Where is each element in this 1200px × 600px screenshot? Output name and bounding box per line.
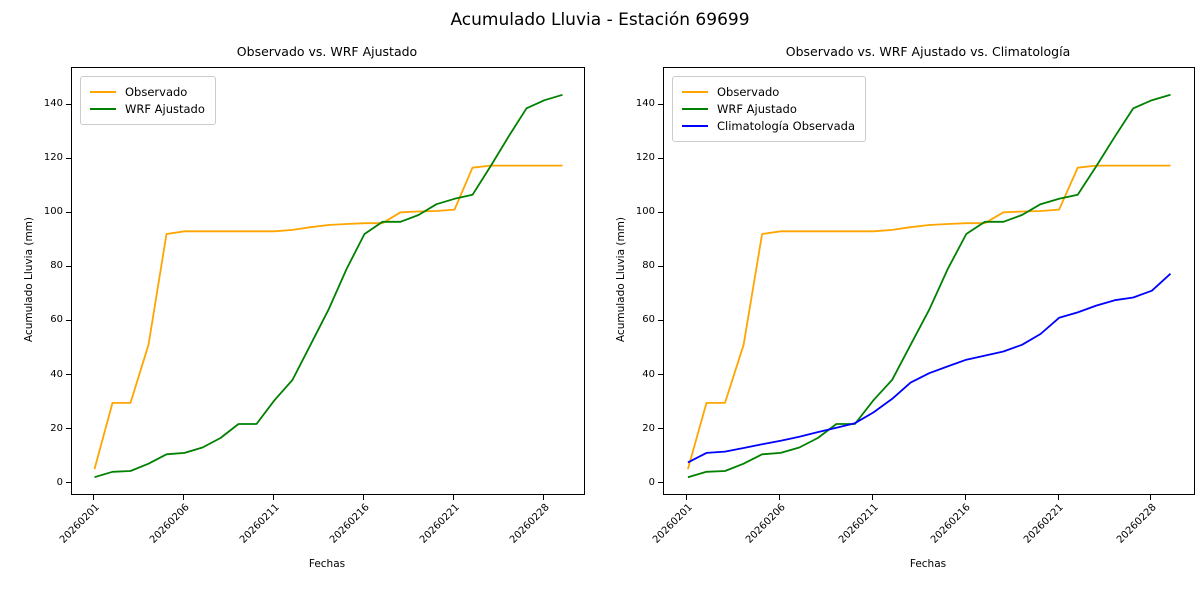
chart-right-x-tick-mark xyxy=(964,495,966,500)
chart-right-y-tick-label: 140 xyxy=(635,98,655,110)
chart-right-title: Observado vs. WRF Ajustado vs. Climatolo… xyxy=(785,44,1071,59)
chart-left-y-tick-label: 20 xyxy=(50,422,63,434)
chart-left-x-tick-label: 20260211 xyxy=(237,502,282,546)
chart-right-x-tick-mark xyxy=(686,495,688,500)
chart-right-y-tick-mark xyxy=(658,374,663,376)
chart-left-x-tick-mark xyxy=(453,495,454,500)
chart-right-x-tick-label: 20260201 xyxy=(650,502,695,546)
chart-right-x-tick-mark xyxy=(1057,495,1059,500)
chart-left-y-tick-mark xyxy=(66,319,71,321)
chart-left-y-tick-mark xyxy=(66,265,71,267)
legend-line-swatch xyxy=(682,108,708,110)
legend-item-observado: Observado xyxy=(682,85,855,99)
chart-right-y-tick-label: 0 xyxy=(648,476,655,488)
legend-label: Climatología Observada xyxy=(717,119,855,133)
chart-left-y-tick-mark xyxy=(66,211,71,213)
chart-left-title: Observado vs. WRF Ajustado xyxy=(236,44,418,59)
chart-left-plot-area[interactable]: Observado WRF Ajustado xyxy=(71,67,585,495)
chart-left-x-axis-label: Fechas xyxy=(308,558,346,570)
chart-right-legend: Observado WRF Ajustado Climatología Observ… xyxy=(672,76,866,142)
chart-left-y-tick-label: 0 xyxy=(56,476,63,488)
chart-right-y-tick-label: 40 xyxy=(642,368,655,380)
chart-right-y-tick-mark xyxy=(658,211,663,213)
chart-left: Observado vs. WRF Ajustado Acumulado Llu… xyxy=(23,44,585,570)
legend-item-wrf-ajustado: WRF Ajustado xyxy=(682,102,855,116)
legend-label: WRF Ajustado xyxy=(125,102,205,116)
series-line-wrf-ajustado xyxy=(687,93,1171,479)
legend-line-swatch xyxy=(90,108,116,110)
legend-line-swatch xyxy=(90,91,116,93)
chart-left-y-tick-mark xyxy=(66,103,71,105)
chart-right-x-tick-mark xyxy=(779,495,781,500)
chart-left-x-tick-label: 20260201 xyxy=(57,502,102,546)
chart-left-y-tick-label: 60 xyxy=(50,314,63,326)
chart-right-x-tick-label: 20260228 xyxy=(1114,502,1159,546)
chart-right-x-axis-label: Fechas xyxy=(909,558,947,570)
legend-item-climatolog-a-observada: Climatología Observada xyxy=(682,119,855,133)
chart-right-x-tick-label: 20260221 xyxy=(1022,502,1066,546)
chart-right-y-tick-label: 120 xyxy=(635,152,655,164)
chart-right-y-tick-mark xyxy=(658,482,663,484)
chart-right-x-tick-label: 20260211 xyxy=(836,502,881,546)
legend-label: WRF Ajustado xyxy=(717,102,797,116)
chart-right-y-tick-label: 80 xyxy=(642,260,655,272)
chart-left-y-tick-label: 40 xyxy=(50,368,63,380)
figure-title: Acumulado Lluvia - Estación 69699 xyxy=(450,10,750,30)
legend-label: Observado xyxy=(125,85,188,99)
chart-left-x-tick-label: 20260206 xyxy=(147,502,192,546)
chart-left-x-tick-mark xyxy=(183,495,184,500)
chart-left-y-tick-label: 140 xyxy=(43,98,63,110)
series-line-climatolog-a-observada xyxy=(687,273,1172,464)
chart-left-x-tick-mark xyxy=(273,495,274,500)
legend-line-swatch xyxy=(682,125,708,127)
chart-right-y-tick-mark xyxy=(658,103,663,105)
chart-right-plot-area[interactable]: Observado WRF Ajustado Climatología Observ… xyxy=(663,67,1195,495)
chart-right-y-tick-mark xyxy=(658,265,663,267)
chart-left-y-tick-label: 100 xyxy=(43,206,63,218)
chart-left-legend: Observado WRF Ajustado xyxy=(80,76,216,125)
chart-right-x-tick-label: 20260206 xyxy=(743,502,788,546)
chart-left-y-tick-mark xyxy=(66,157,71,159)
chart-right: Observado vs. WRF Ajustado vs. Climatolo… xyxy=(600,0,1200,600)
chart-right-lines xyxy=(687,93,1172,479)
chart-right-x-tick-mark xyxy=(872,495,873,500)
chart-right-y-tick-mark xyxy=(658,157,663,159)
chart-left-x-tick-label: 20260221 xyxy=(417,502,462,546)
chart-left-x-tick-mark xyxy=(93,495,94,500)
legend-item-wrf-ajustado: WRF Ajustado xyxy=(90,102,205,116)
chart-left-y-tick-label: 120 xyxy=(43,152,63,164)
chart-left-lines xyxy=(93,93,563,479)
chart-right-x-tick-label: 20260216 xyxy=(929,502,974,546)
series-line-wrf-ajustado xyxy=(94,93,563,479)
chart-left-y-tick-mark xyxy=(66,374,71,376)
chart-left-y-tick-mark xyxy=(66,428,71,430)
chart-right-y-tick-label: 60 xyxy=(642,314,655,326)
chart-right-y-tick-mark xyxy=(658,319,663,321)
chart-right-y-tick-label: 20 xyxy=(642,422,655,434)
chart-right-y-tick-label: 100 xyxy=(635,206,655,218)
series-line-observado xyxy=(93,164,563,470)
chart-left-x-tick-mark xyxy=(543,495,544,500)
series-line-observado xyxy=(687,164,1171,470)
chart-left-y-tick-mark xyxy=(66,482,71,484)
chart-left-x-tick-mark xyxy=(363,495,364,500)
chart-right-x-tick-mark xyxy=(1150,495,1152,500)
legend-line-swatch xyxy=(682,91,708,93)
legend-item-observado: Observado xyxy=(90,85,205,99)
chart-right-y-tick-mark xyxy=(658,428,663,430)
legend-label: Observado xyxy=(717,85,780,99)
chart-left-y-tick-label: 80 xyxy=(50,260,63,272)
chart-left-x-tick-label: 20260228 xyxy=(507,502,552,546)
chart-left-x-tick-label: 20260216 xyxy=(327,502,372,546)
